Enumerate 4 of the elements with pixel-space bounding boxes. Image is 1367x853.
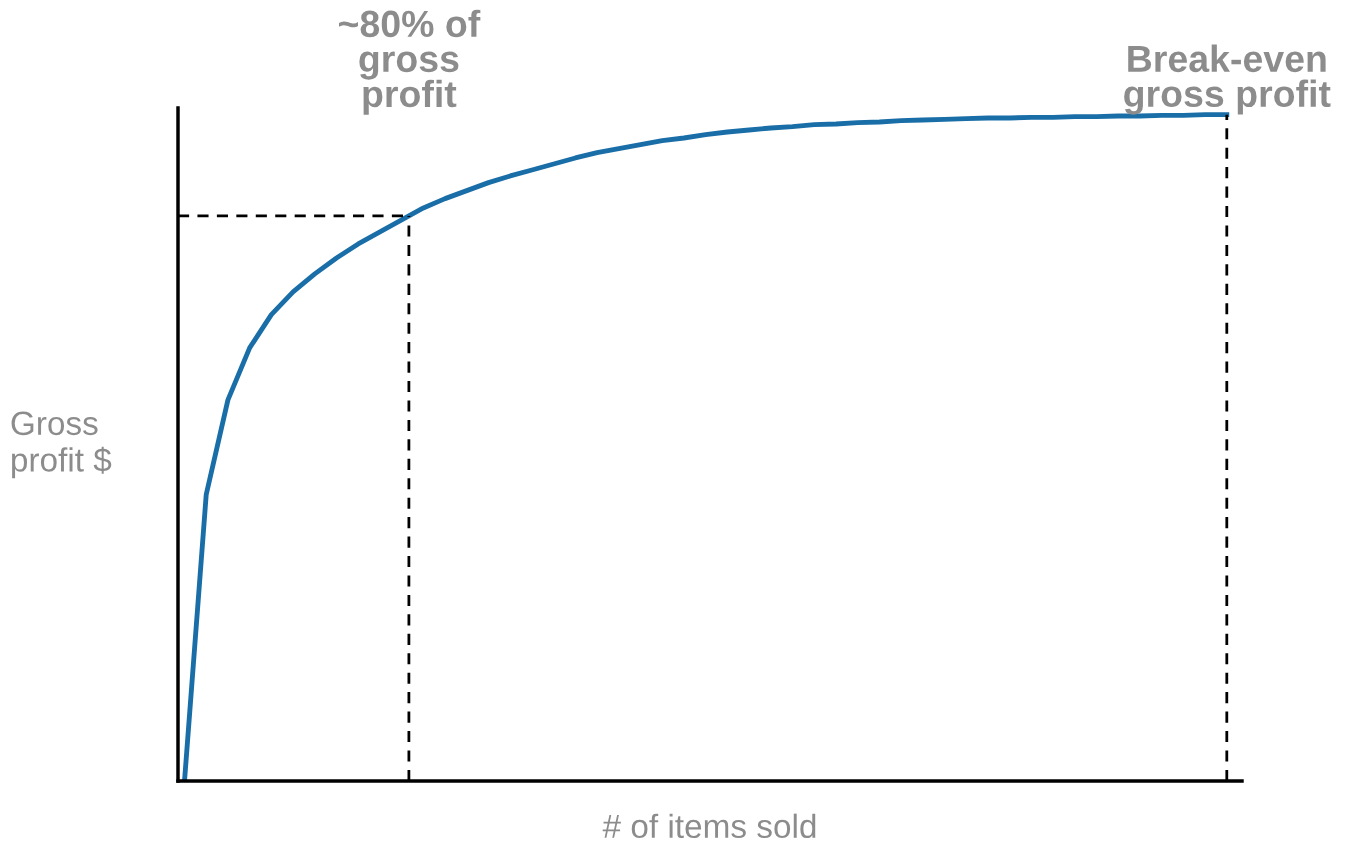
text: ~80% of gross profit [339, 9, 481, 115]
x-axis-title: # of items sold [602, 813, 816, 839]
y-axis-title: Gross profit $ [11, 411, 112, 479]
text: Break-even gross profit [1124, 44, 1331, 115]
